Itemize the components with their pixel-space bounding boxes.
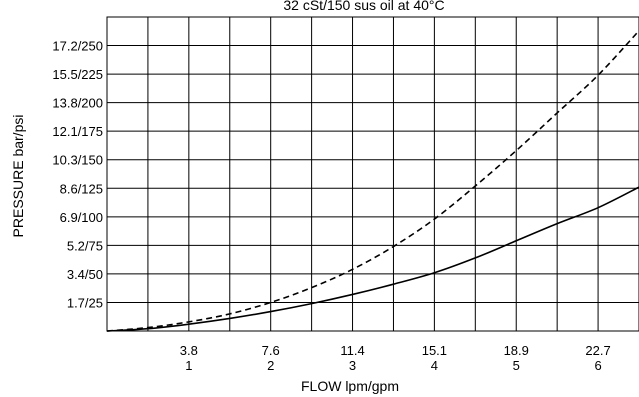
x-tick-label-lpm: 7.6 [262,343,280,358]
y-tick-label: 8.6/125 [60,181,103,196]
x-tick-label-gpm: 1 [185,358,192,373]
y-axis-label: PRESSURE bar/psi [10,115,26,238]
x-tick-label-gpm: 6 [594,358,601,373]
y-tick-label: 10.3/150 [52,153,103,168]
x-tick-labels: 3.81 7.62 11.43 15.14 18.95 22.76 [180,343,611,373]
x-tick-label-lpm: 3.8 [180,343,198,358]
chart-grid [107,17,639,331]
y-tick-label: 13.8/200 [52,96,103,111]
y-tick-label: 3.4/50 [67,267,103,282]
x-tick-label-gpm: 2 [267,358,274,373]
series-lines [106,30,639,332]
y-tick-label: 15.5/225 [52,67,103,82]
x-tick-label-gpm: 4 [431,358,438,373]
chart-title: 32 cSt/150 sus oil at 40°C [283,0,444,13]
y-tick-label: 17.2/250 [52,39,103,54]
y-tick-label: 12.1/175 [52,124,103,139]
x-axis-label: FLOW lpm/gpm [301,378,399,394]
x-tick-label-gpm: 3 [349,358,356,373]
plot-frame [106,16,639,332]
x-tick-label-lpm: 18.9 [504,343,529,358]
x-tick-label-gpm: 5 [513,358,520,373]
series-line-dashed [106,30,639,332]
y-tick-label: 5.2/75 [67,238,103,253]
x-tick-label-lpm: 11.4 [340,343,364,358]
y-tick-label: 6.9/100 [60,210,103,225]
series-line-solid [106,186,639,332]
x-tick-label-lpm: 15.1 [422,343,447,358]
x-tick-label-lpm: 22.7 [585,343,610,358]
y-tick-label: 1.7/25 [67,295,103,310]
y-tick-labels: 1.7/25 3.4/50 5.2/75 6.9/100 8.6/125 10.3/150… [52,39,103,311]
